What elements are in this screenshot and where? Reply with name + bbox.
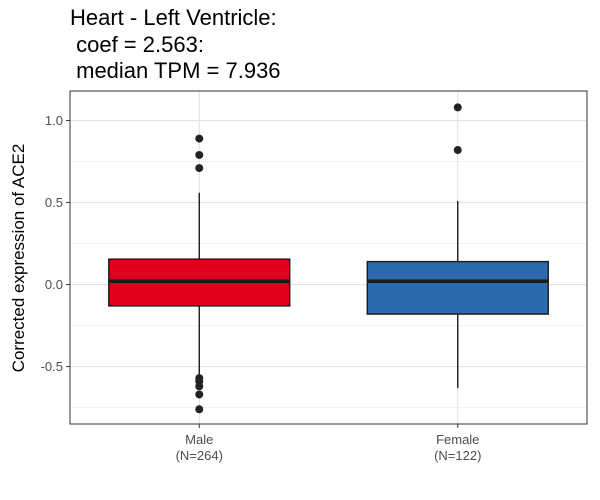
plot-panel-border <box>69 90 588 425</box>
outlier-point <box>195 405 204 414</box>
outlier-point <box>453 103 462 112</box>
axis-layer: -0.5 0.0 0.5 1.0 Male(N=264) Female(N=122) <box>41 113 482 463</box>
outlier-point <box>195 134 204 143</box>
x-tick-label: Female <box>436 432 479 447</box>
y-axis-label: Corrected expression of ACE2 <box>9 144 28 373</box>
title-line-1: Heart - Left Ventricle: <box>70 5 277 30</box>
outlier-point <box>195 164 204 173</box>
title-line-2: coef = 2.563: <box>70 31 204 57</box>
outlier-point <box>195 150 204 159</box>
plot-panel-background <box>70 91 587 424</box>
outlier-point <box>453 146 462 155</box>
y-tick-label: 0.0 <box>45 277 63 292</box>
y-tick-label: 1.0 <box>45 113 63 128</box>
x-tick-count: (N=264) <box>176 448 223 463</box>
chart-title: Heart - Left Ventricle: coef = 2.563: me… <box>70 5 281 85</box>
box-layer <box>108 103 549 414</box>
box-female <box>366 260 549 315</box>
y-tick-label: 0.5 <box>45 195 63 210</box>
y-tick-label: -0.5 <box>41 359 63 374</box>
x-tick-label: Male <box>185 432 213 447</box>
grid-lines <box>70 91 587 424</box>
outlier-point <box>195 390 204 399</box>
outlier-point <box>195 382 204 391</box>
x-tick-count: (N=122) <box>434 448 481 463</box>
title-line-3: median TPM = 7.936 <box>70 58 281 83</box>
